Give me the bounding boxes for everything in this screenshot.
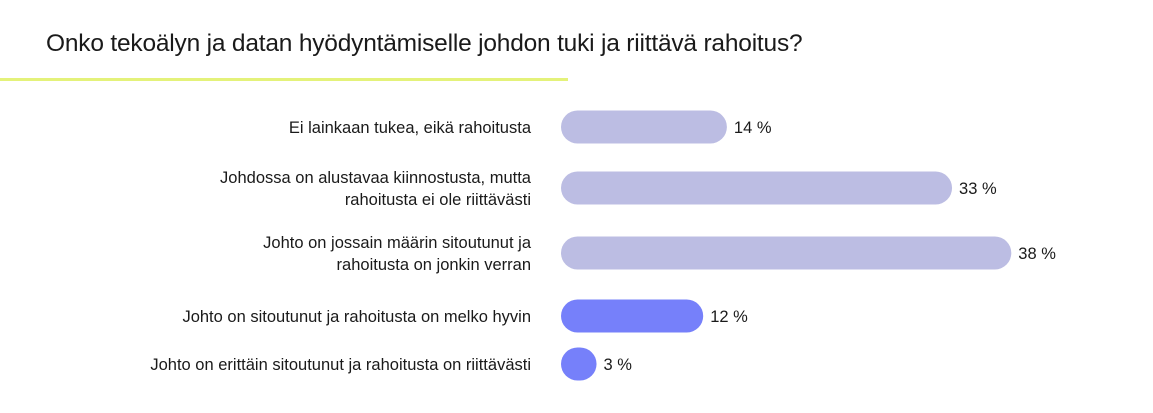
category-label-3-line-2: rahoitusta on jonkin verran [337,256,531,274]
category-label-3-line-1: Johto on jossain määrin sitoutunut ja [263,234,532,252]
category-label-2-line-1: Johdossa on alustavaa kiinnostusta, mutt… [220,169,532,187]
value-label-1: 14 % [734,119,772,137]
value-label-5: 3 % [604,356,633,374]
value-label-4: 12 % [710,308,748,326]
bar-4 [561,299,704,333]
category-label-4: Johto on sitoutunut ja rahoitusta on mel… [182,308,531,326]
category-label-5: Johto on erittäin sitoutunut ja rahoitus… [150,356,531,374]
title-accent-line [0,78,568,81]
bar-3 [561,236,1012,270]
bar-5 [561,347,597,381]
category-label-2-line-2: rahoitusta ei ole riittävästi [345,191,531,209]
bar-2 [561,171,953,205]
category-label-1: Ei lainkaan tukea, eikä rahoitusta [289,119,532,137]
chart-title: Onko tekoälyn ja datan hyödyntämiselle j… [46,30,803,57]
value-label-2: 33 % [959,180,997,198]
bar-1 [561,110,727,144]
value-label-3: 38 % [1018,245,1056,263]
